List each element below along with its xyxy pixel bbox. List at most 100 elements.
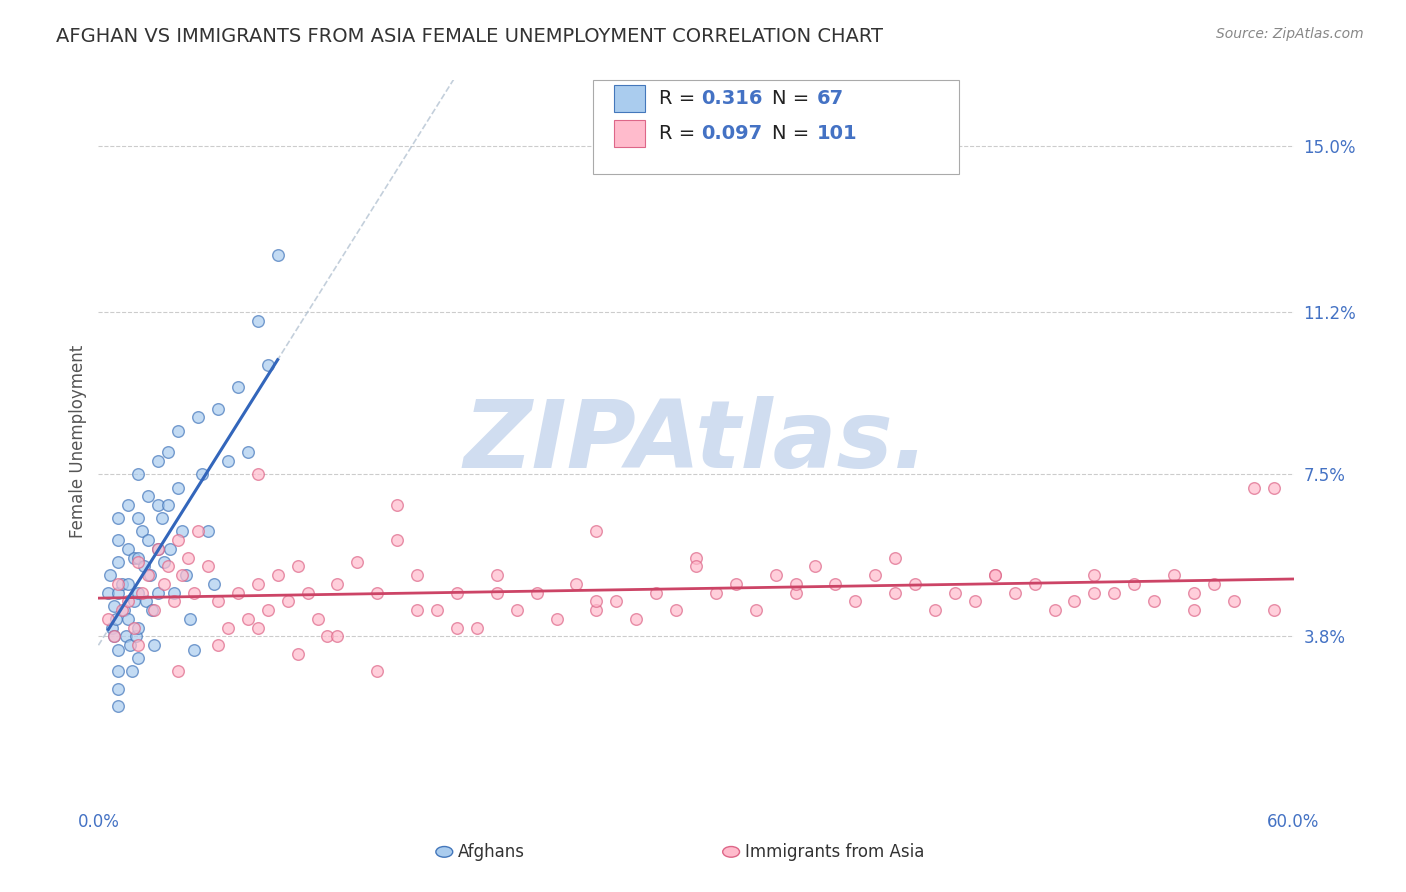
Point [844, 594, 866, 608]
Point [143, 638, 166, 652]
Point [187, 410, 209, 425]
Point [765, 568, 787, 582]
Text: AFGHAN VS IMMIGRANTS FROM ASIA FEMALE UNEMPLOYMENT CORRELATION CHART: AFGHAN VS IMMIGRANTS FROM ASIA FEMALE UN… [56, 27, 883, 45]
Point [163, 585, 186, 599]
Point [136, 568, 159, 582]
Point [1143, 594, 1166, 608]
Point [246, 314, 269, 328]
Point [167, 533, 190, 547]
Point [526, 585, 548, 599]
Point [197, 524, 219, 539]
Point [159, 541, 181, 556]
Point [127, 621, 149, 635]
Text: R =: R = [659, 88, 702, 108]
Text: 67: 67 [817, 88, 844, 108]
Point [506, 603, 529, 617]
Point [984, 568, 1007, 582]
Point [287, 559, 309, 574]
Point [124, 621, 146, 635]
Point [148, 498, 170, 512]
Point [565, 577, 588, 591]
Point [134, 559, 156, 574]
Point [103, 599, 125, 613]
Point [277, 594, 299, 608]
Point [1004, 585, 1026, 599]
Text: 0.316: 0.316 [702, 88, 763, 108]
Point [485, 585, 508, 599]
Point [112, 603, 135, 617]
Point [172, 524, 194, 539]
Point [1163, 568, 1185, 582]
Point [665, 603, 688, 617]
Point [121, 665, 143, 679]
Point [197, 559, 219, 574]
Point [236, 612, 259, 626]
Text: ZIPAtlas.: ZIPAtlas. [463, 395, 929, 488]
Point [103, 629, 125, 643]
Point [1104, 585, 1126, 599]
Point [1202, 577, 1225, 591]
Point [167, 424, 190, 438]
Point [605, 594, 627, 608]
Point [148, 454, 170, 468]
Point [202, 577, 225, 591]
Point [117, 498, 139, 512]
Point [1182, 585, 1205, 599]
Point [236, 445, 259, 459]
Point [226, 380, 249, 394]
Point [326, 577, 349, 591]
Point [207, 594, 229, 608]
Point [191, 467, 214, 482]
Point [217, 621, 239, 635]
Point [1083, 568, 1105, 582]
Point [135, 594, 157, 608]
Point [98, 568, 122, 582]
Point [148, 585, 170, 599]
Point [924, 603, 946, 617]
Point [804, 559, 827, 574]
Text: R =: R = [659, 124, 702, 144]
Point [1123, 577, 1146, 591]
Point [426, 603, 449, 617]
Point [172, 568, 194, 582]
Point [107, 642, 129, 657]
Point [585, 594, 607, 608]
Point [246, 621, 269, 635]
Point [1043, 603, 1066, 617]
Point [177, 550, 200, 565]
Point [107, 681, 129, 696]
Point [1024, 577, 1046, 591]
Point [107, 577, 129, 591]
Point [136, 489, 159, 503]
Point [163, 594, 186, 608]
Point [124, 594, 146, 608]
Point [125, 629, 148, 643]
Point [131, 585, 153, 599]
Point [307, 612, 329, 626]
Point [226, 585, 249, 599]
Point [984, 568, 1007, 582]
Point [127, 467, 149, 482]
Y-axis label: Female Unemployment: Female Unemployment [69, 345, 87, 538]
Point [704, 585, 727, 599]
Point [884, 550, 907, 565]
Point [127, 638, 149, 652]
Point [97, 612, 120, 626]
Point [406, 603, 429, 617]
Point [127, 651, 149, 665]
Point [157, 559, 180, 574]
Point [446, 585, 468, 599]
Point [148, 541, 170, 556]
Text: Immigrants from Asia: Immigrants from Asia [745, 843, 925, 861]
Point [127, 511, 149, 525]
Text: Source: ZipAtlas.com: Source: ZipAtlas.com [1216, 27, 1364, 41]
Point [785, 585, 807, 599]
Point [179, 612, 201, 626]
Point [884, 585, 907, 599]
Point [1243, 481, 1265, 495]
Point [904, 577, 927, 591]
Point [107, 665, 129, 679]
Point [785, 577, 807, 591]
Text: N =: N = [772, 88, 815, 108]
Point [107, 555, 129, 569]
